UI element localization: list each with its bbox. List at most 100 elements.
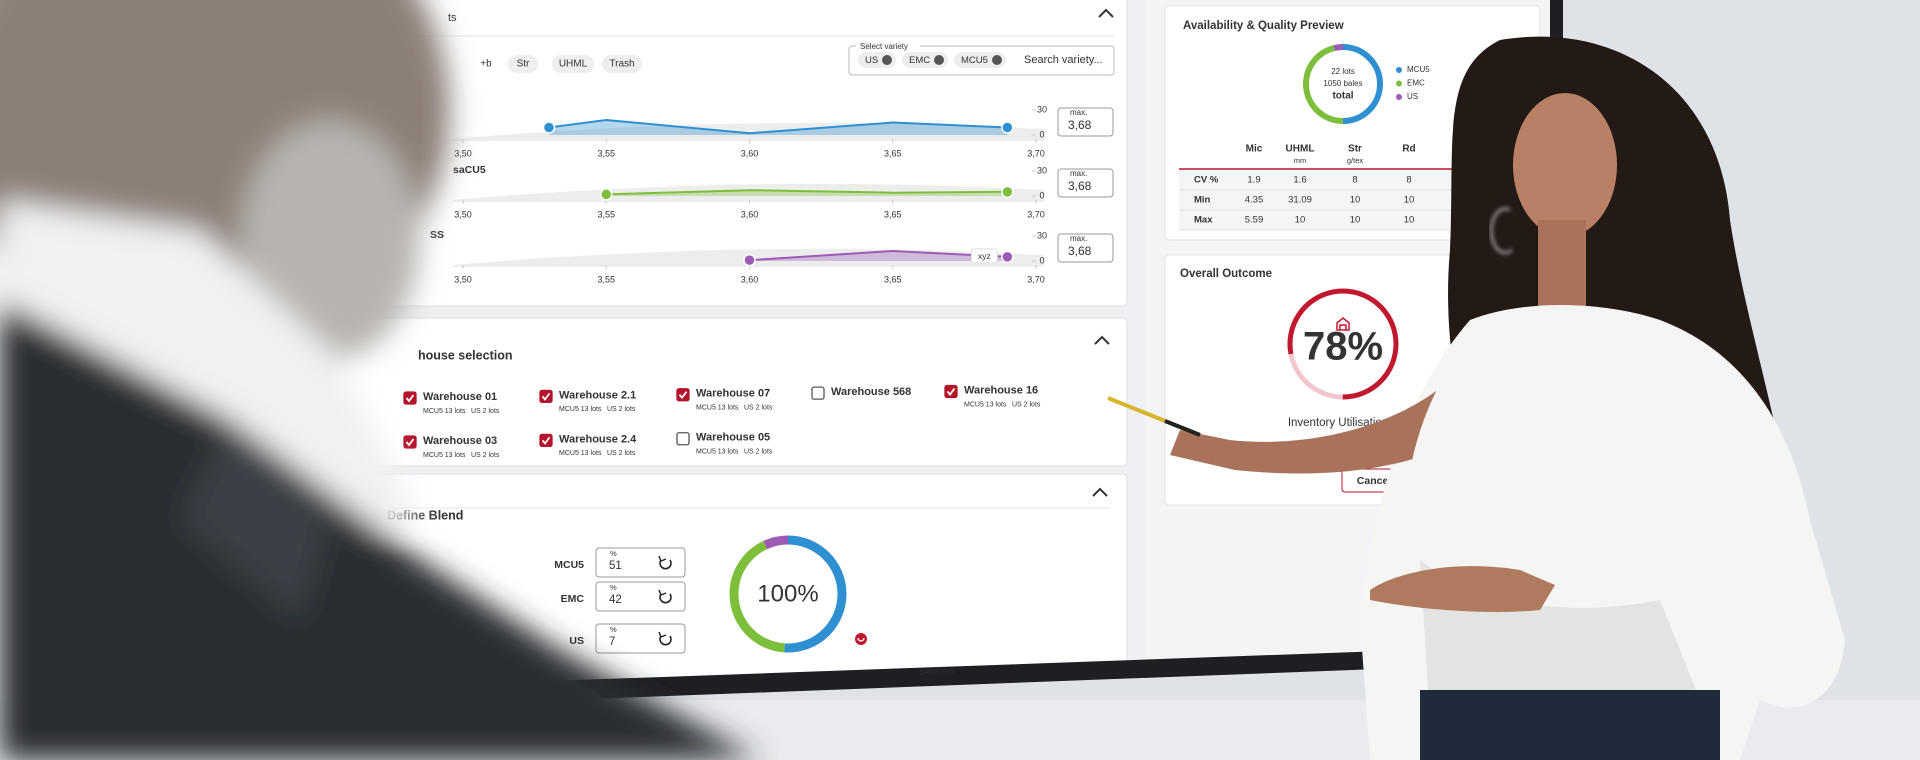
reset-icon-arrow <box>658 589 667 596</box>
blend-row-label: US <box>569 635 584 647</box>
variety-area <box>749 251 1008 261</box>
donut-segment <box>729 535 847 653</box>
table-cell: 10 <box>1350 195 1361 206</box>
blend-input-unit: % <box>610 625 617 634</box>
chip-remove-icon <box>882 55 892 65</box>
max-input-label: max. <box>1070 108 1087 117</box>
presenter-face <box>1513 93 1617 237</box>
availability-center-text: 22 lots <box>1331 67 1355 76</box>
filter-chip <box>552 55 594 73</box>
warehouse-checkbox[interactable] <box>676 432 690 446</box>
warehouse-checkbox[interactable] <box>539 389 553 404</box>
warehouse-lots: MCU5 13 lots <box>559 406 602 413</box>
reset-icon[interactable] <box>659 635 672 646</box>
y-tick-label: 0 <box>1039 190 1044 200</box>
warehouse-icon <box>1336 317 1350 331</box>
man-suit <box>0 300 760 760</box>
warehouse-checkbox[interactable] <box>403 435 417 449</box>
blend-input-value: 51 <box>609 560 622 572</box>
table-cell: 4.35 <box>1245 195 1264 206</box>
x-tick-label: 3,65 <box>884 148 902 158</box>
table-cell: 8 <box>1406 175 1411 186</box>
variety-chart-label: saCU5 <box>453 164 486 176</box>
reset-icon[interactable] <box>659 593 672 604</box>
legend-label: US <box>1407 92 1418 101</box>
cancel-button-label: Cancel <box>1357 475 1392 487</box>
reset-icon-arrow <box>658 631 667 638</box>
filter-chip-label: +b <box>480 59 492 70</box>
legend-label: EMC <box>1407 79 1425 88</box>
blend-input-value: 7 <box>609 636 615 648</box>
blend-row-label: MCU5 <box>554 559 584 571</box>
collapse-chevron <box>1098 8 1114 18</box>
warehouse-checkbox[interactable] <box>944 384 958 399</box>
availability-title: Availability & Quality Preview <box>1183 20 1344 32</box>
blend-input-unit: % <box>610 549 617 558</box>
warehouse-lots: US 2 lots <box>471 452 500 459</box>
filter-chip-label: UHML <box>559 59 588 70</box>
max-input-value: 3,68 <box>1068 244 1092 258</box>
blend-input <box>595 623 686 654</box>
x-tick-label: 3,65 <box>884 274 902 284</box>
warehouse-lots: MCU5 13 lots <box>696 405 739 412</box>
max-input <box>1057 168 1114 198</box>
max-input <box>1057 233 1114 263</box>
checkmark <box>946 387 956 396</box>
gauge-arc <box>1287 288 1399 400</box>
checkmark <box>405 394 415 403</box>
people <box>0 0 1845 760</box>
y-tick-label: 0 <box>1039 129 1044 139</box>
legend-swatch <box>1396 94 1402 100</box>
blend-reset-glyph <box>857 637 865 642</box>
table-row-label: CV % <box>1194 175 1219 186</box>
warehouse-name: Warehouse 03 <box>423 435 497 447</box>
warehouse-lots: US 2 lots <box>607 450 636 457</box>
reset-icon-arrow <box>658 555 667 562</box>
y-tick-label: 30 <box>1037 165 1047 175</box>
presenter-sleeve <box>1410 330 1520 480</box>
x-tick-label: 3,50 <box>454 274 472 284</box>
presenter-right-hand <box>1370 566 1555 612</box>
variety-line <box>548 118 1008 135</box>
warehouse-checkbox[interactable] <box>403 391 417 405</box>
x-tick-label: 3,55 <box>597 274 615 284</box>
y-tick-label: 30 <box>1037 230 1047 240</box>
man-beard <box>240 120 420 360</box>
x-tick-label: 3,65 <box>884 209 902 219</box>
presenter-earring <box>1490 207 1513 254</box>
distribution-band <box>453 122 1044 141</box>
variety-end-dot <box>1001 121 1014 134</box>
warehouse-lots: US 2 lots <box>744 449 773 456</box>
table-row-label: Max <box>1194 215 1213 226</box>
variety-end-dot <box>1001 250 1014 264</box>
warehouse-lots: US 2 lots <box>607 406 636 413</box>
table-header: Rd <box>1402 144 1415 155</box>
table-header-unit: mm <box>1294 156 1307 165</box>
table-cell: 10 <box>1404 215 1415 226</box>
blend-row-label: EMC <box>561 593 585 605</box>
table-cell: 31.09 <box>1288 195 1312 206</box>
legend-label: MCU5 <box>1407 65 1430 74</box>
warehouse-checkbox[interactable] <box>811 386 825 400</box>
chip-remove-icon <box>934 55 944 65</box>
presenter-trousers <box>1420 690 1720 760</box>
variety-chip-label: MCU5 <box>961 55 988 66</box>
legend-swatch <box>1396 80 1402 87</box>
warehouse-checkbox[interactable] <box>676 388 690 402</box>
warehouse-lots: US 2 lots <box>471 408 500 415</box>
table-cell: 10 <box>1295 215 1306 226</box>
distribution-band <box>453 183 1044 202</box>
warehouse-checkbox[interactable] <box>539 433 553 448</box>
max-input <box>1057 107 1114 137</box>
donut-segment <box>729 535 847 653</box>
warehouse-name: Warehouse 2.1 <box>559 389 636 401</box>
table-header: UHML <box>1286 144 1315 155</box>
reset-icon[interactable] <box>659 559 672 570</box>
x-tick-label: 3,55 <box>597 148 615 158</box>
warehouse-lots: US 2 lots <box>744 405 773 412</box>
warehouse-lots: MCU5 13 lots <box>964 401 1007 408</box>
warehouse-name: Warehouse 01 <box>423 391 497 403</box>
checkmark <box>678 391 688 400</box>
table-cell: 1.9 <box>1247 175 1260 186</box>
warehouse-name: Warehouse 16 <box>964 384 1038 396</box>
